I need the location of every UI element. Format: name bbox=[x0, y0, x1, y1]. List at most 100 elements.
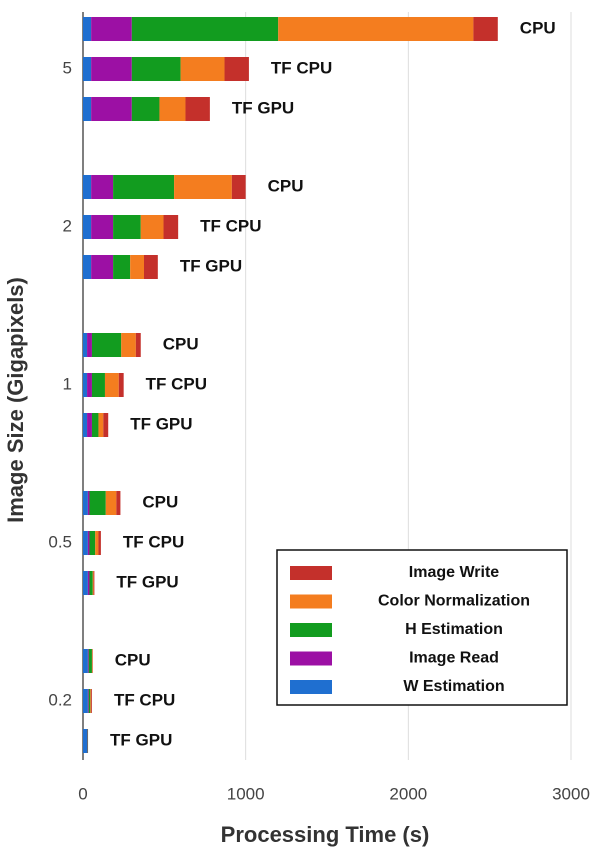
bar-segment bbox=[87, 531, 90, 555]
bar-segment bbox=[185, 97, 210, 121]
bar-segment bbox=[93, 571, 95, 595]
bar-segment bbox=[105, 491, 117, 515]
y-tick-label: 0.2 bbox=[48, 690, 72, 709]
bar-segment bbox=[89, 531, 96, 555]
legend-swatch bbox=[290, 651, 332, 666]
bar-segment bbox=[83, 649, 88, 673]
bar-label: CPU bbox=[115, 650, 151, 669]
bar-label: CPU bbox=[520, 18, 556, 37]
y-axis-title: Image Size (Gigapixels) bbox=[3, 277, 28, 523]
x-tick-label: 3000 bbox=[552, 784, 590, 803]
bar-segment bbox=[163, 215, 179, 239]
bar-segment bbox=[91, 215, 114, 239]
bar-segment bbox=[83, 413, 88, 437]
bar-segment bbox=[231, 175, 246, 199]
bar-segment bbox=[113, 215, 141, 239]
bar-segment bbox=[90, 689, 92, 713]
bar-segment bbox=[83, 689, 88, 713]
bar-segment bbox=[91, 255, 114, 279]
bar-label: TF GPU bbox=[130, 414, 192, 433]
bar-segment bbox=[130, 255, 144, 279]
bar-segment bbox=[83, 571, 88, 595]
bar-segment bbox=[88, 649, 92, 673]
bar-segment bbox=[91, 373, 105, 397]
legend-swatch bbox=[290, 566, 332, 580]
bar-label: CPU bbox=[268, 176, 304, 195]
bar-segment bbox=[83, 531, 88, 555]
x-axis-title: Processing Time (s) bbox=[221, 822, 430, 847]
bar-segment bbox=[83, 255, 92, 279]
legend-swatch bbox=[290, 623, 332, 637]
bar-segment bbox=[83, 491, 88, 515]
bar-segment bbox=[87, 649, 89, 673]
x-tick-label: 1000 bbox=[227, 784, 265, 803]
bar-segment bbox=[89, 571, 93, 595]
legend-label: W Estimation bbox=[403, 678, 504, 695]
bar-segment bbox=[131, 17, 279, 41]
bar-segment bbox=[121, 333, 136, 357]
bar-segment bbox=[92, 571, 94, 595]
bar-segment bbox=[83, 215, 92, 239]
bar-segment bbox=[83, 333, 88, 357]
legend-label: Color Normalization bbox=[378, 593, 530, 610]
bar-segment bbox=[91, 175, 114, 199]
y-tick-label: 1 bbox=[63, 374, 72, 393]
bar-segment bbox=[98, 531, 101, 555]
bar-segment bbox=[91, 689, 92, 713]
bar-label: TF CPU bbox=[123, 532, 184, 551]
bar-segment bbox=[91, 97, 132, 121]
bar-segment bbox=[131, 57, 181, 81]
bar-segment bbox=[87, 373, 92, 397]
bar-label: CPU bbox=[163, 334, 199, 353]
bar-segment bbox=[104, 373, 119, 397]
bar-segment bbox=[83, 729, 88, 753]
bar-segment bbox=[87, 689, 89, 713]
bar-segment bbox=[83, 373, 88, 397]
legend-label: Image Read bbox=[409, 650, 499, 667]
y-tick-label: 0.5 bbox=[48, 532, 72, 551]
bar-segment bbox=[140, 215, 164, 239]
bar-segment bbox=[91, 17, 132, 41]
bar-segment bbox=[135, 333, 141, 357]
bar-segment bbox=[87, 413, 92, 437]
bar-segment bbox=[103, 413, 109, 437]
bar-segment bbox=[118, 373, 124, 397]
bar-segment bbox=[87, 333, 92, 357]
bar-segment bbox=[91, 333, 122, 357]
x-tick-label: 0 bbox=[78, 784, 87, 803]
bar-segment bbox=[87, 571, 90, 595]
bar-segment bbox=[278, 17, 474, 41]
bar-segment bbox=[83, 17, 92, 41]
bar-segment bbox=[224, 57, 249, 81]
bar-segment bbox=[116, 491, 121, 515]
bar-segment bbox=[473, 17, 498, 41]
bar-label: TF GPU bbox=[232, 98, 294, 117]
bar-label: TF CPU bbox=[114, 690, 175, 709]
bar-segment bbox=[174, 175, 232, 199]
bar-segment bbox=[89, 491, 106, 515]
y-tick-label: 5 bbox=[63, 58, 72, 77]
bar-label: TF GPU bbox=[110, 730, 172, 749]
bar-segment bbox=[83, 175, 92, 199]
bar-segment bbox=[83, 57, 92, 81]
bar-segment bbox=[87, 491, 90, 515]
bar-segment bbox=[131, 97, 160, 121]
legend-swatch bbox=[290, 680, 332, 694]
bar-label: TF CPU bbox=[271, 58, 332, 77]
bar-label: TF GPU bbox=[180, 256, 242, 275]
legend-swatch bbox=[290, 594, 332, 609]
bar-segment bbox=[91, 413, 99, 437]
y-tick-label: 2 bbox=[63, 216, 72, 235]
legend-label: Image Write bbox=[409, 564, 500, 581]
bar-segment bbox=[113, 255, 131, 279]
bar-label: CPU bbox=[142, 492, 178, 511]
bar-label: TF CPU bbox=[200, 216, 261, 235]
bar-label: TF CPU bbox=[146, 374, 207, 393]
bar-segment bbox=[113, 175, 175, 199]
x-tick-label: 2000 bbox=[389, 784, 427, 803]
bar-segment bbox=[95, 531, 99, 555]
bar-segment bbox=[83, 97, 92, 121]
bar-label: TF GPU bbox=[116, 572, 178, 591]
bar-segment bbox=[98, 413, 104, 437]
